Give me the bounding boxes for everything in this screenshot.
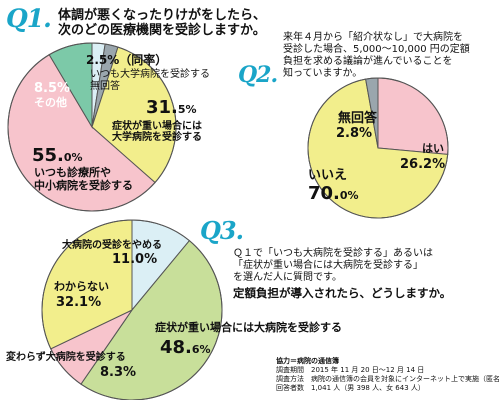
q3-text-l1: Ｑ１で「いつも大病院を受診する」あるいは (233, 248, 433, 259)
footer-line4: 回答者数 1,041 人（男 398 人、女 643 人） (276, 384, 425, 392)
q3-same-name: 変わらず大病院を受診する (6, 352, 126, 363)
footer-line2: 調査期間 2015 年 11 月 20 日～12 月 14 日 (276, 366, 425, 374)
q3-text: Ｑ１で「いつも大病院を受診する」あるいは 「症状が重い場合には大病院を受診する」… (233, 248, 433, 284)
q2-text-l2: 受診した場合、5,000～10,000 円の定額 (283, 44, 470, 55)
q2-no-pct: 70.0% (308, 184, 359, 205)
q1-s4-name: その他 (34, 96, 67, 109)
footer-line1: 協力＝病院の通信簿 (276, 357, 339, 365)
q2-na-name: 無回答 (338, 111, 378, 126)
q1-title-line2: 次のどの医療機関を受診しますか。 (58, 23, 266, 38)
q2-yes-pct: 26.2% (400, 157, 446, 172)
q2-no-pct-main: 70. (308, 183, 340, 204)
q1-s0-pct: 2.5%（同率） (86, 53, 168, 67)
q1-title-line1: 体調が悪くなったりけがをしたら、 (58, 8, 267, 23)
q1-s2-name-l2: 大学病院を受診する (112, 132, 202, 143)
q1-s3-pct: 55.0% (32, 146, 83, 167)
q2-na-pct: 2.8% (336, 126, 373, 141)
q1-s2-pct-main: 31. (146, 97, 178, 118)
q2-text: 来年４月から「紹介状なし」で大病院を 受診した場合、5,000～10,000 円… (283, 32, 470, 80)
survey-notes: 協力＝病院の通信簿 調査期間 2015 年 11 月 20 日～12 月 14 … (276, 357, 500, 393)
q3-text-l2: 「症状が重い場合には大病院を受診する」 (233, 260, 423, 271)
q2-no-name: いいえ (308, 168, 348, 183)
q3-question: 定額負担が導入されたら、どうしますか。 (233, 286, 452, 300)
q1-s1-name: 無回答 (90, 81, 120, 92)
q1-s3-pct-main: 55. (32, 145, 64, 166)
q3-pie-outline (41, 219, 223, 400)
q1-title: 体調が悪くなったりけがをしたら、 次のどの医療機関を受診しますか。 (58, 8, 266, 38)
footer-line3: 調査方法 病院の通信簿の会員を対象にインターネット上で実施（匿名） (276, 375, 500, 383)
q3-unk-pct: 32.1% (56, 295, 102, 310)
q1-label: Q1. (6, 4, 52, 33)
q1-s3-name-l1: いつも診療所や (34, 166, 111, 179)
q2-no-pct-dec: 0% (339, 189, 359, 202)
q2-text-l1: 来年４月から「紹介状なし」で大病院を (283, 32, 463, 43)
q3-text-l3: を選んだ人に質問です。 (233, 272, 342, 283)
q1-s2-pct-dec: 5% (177, 103, 197, 116)
q3-unk-name: わからない (54, 280, 109, 293)
q1-s4-pct: 8.5% (34, 81, 71, 96)
q3-quit-name: 大病院の受診をやめる (62, 240, 162, 251)
q3-heavy-name: 症状が重い場合には大病院を受診する (155, 321, 342, 334)
q3-heavy-pct: 48.6% (160, 338, 211, 359)
q3-quit-pct: 11.0% (112, 252, 158, 267)
q1-s3-name-l2: 中小病院を受診する (34, 179, 133, 192)
q3-heavy-pct-main: 48. (160, 337, 192, 358)
q2-pie-outline (307, 77, 449, 219)
q2-label: Q2. (238, 62, 278, 88)
q3-same-pct: 8.3% (100, 365, 137, 380)
q1-pie-outline (7, 42, 177, 212)
q1-s3-pct-dec: 0% (63, 151, 83, 164)
q2-text-l3: 負担を求める議論が進んでいることを (283, 56, 453, 67)
q1-s2-pct: 31.5% (146, 98, 197, 119)
q2-text-l4: 知っていますか。 (283, 68, 363, 79)
q3-label: Q3. (200, 216, 244, 245)
q1-s2-name-l1: 症状が重い場合には (112, 121, 202, 132)
q1-s0-name: いつも大学病院を受診する (90, 69, 210, 80)
q3-heavy-pct-dec: 6% (191, 343, 211, 356)
q2-yes-name: はい (422, 142, 444, 155)
